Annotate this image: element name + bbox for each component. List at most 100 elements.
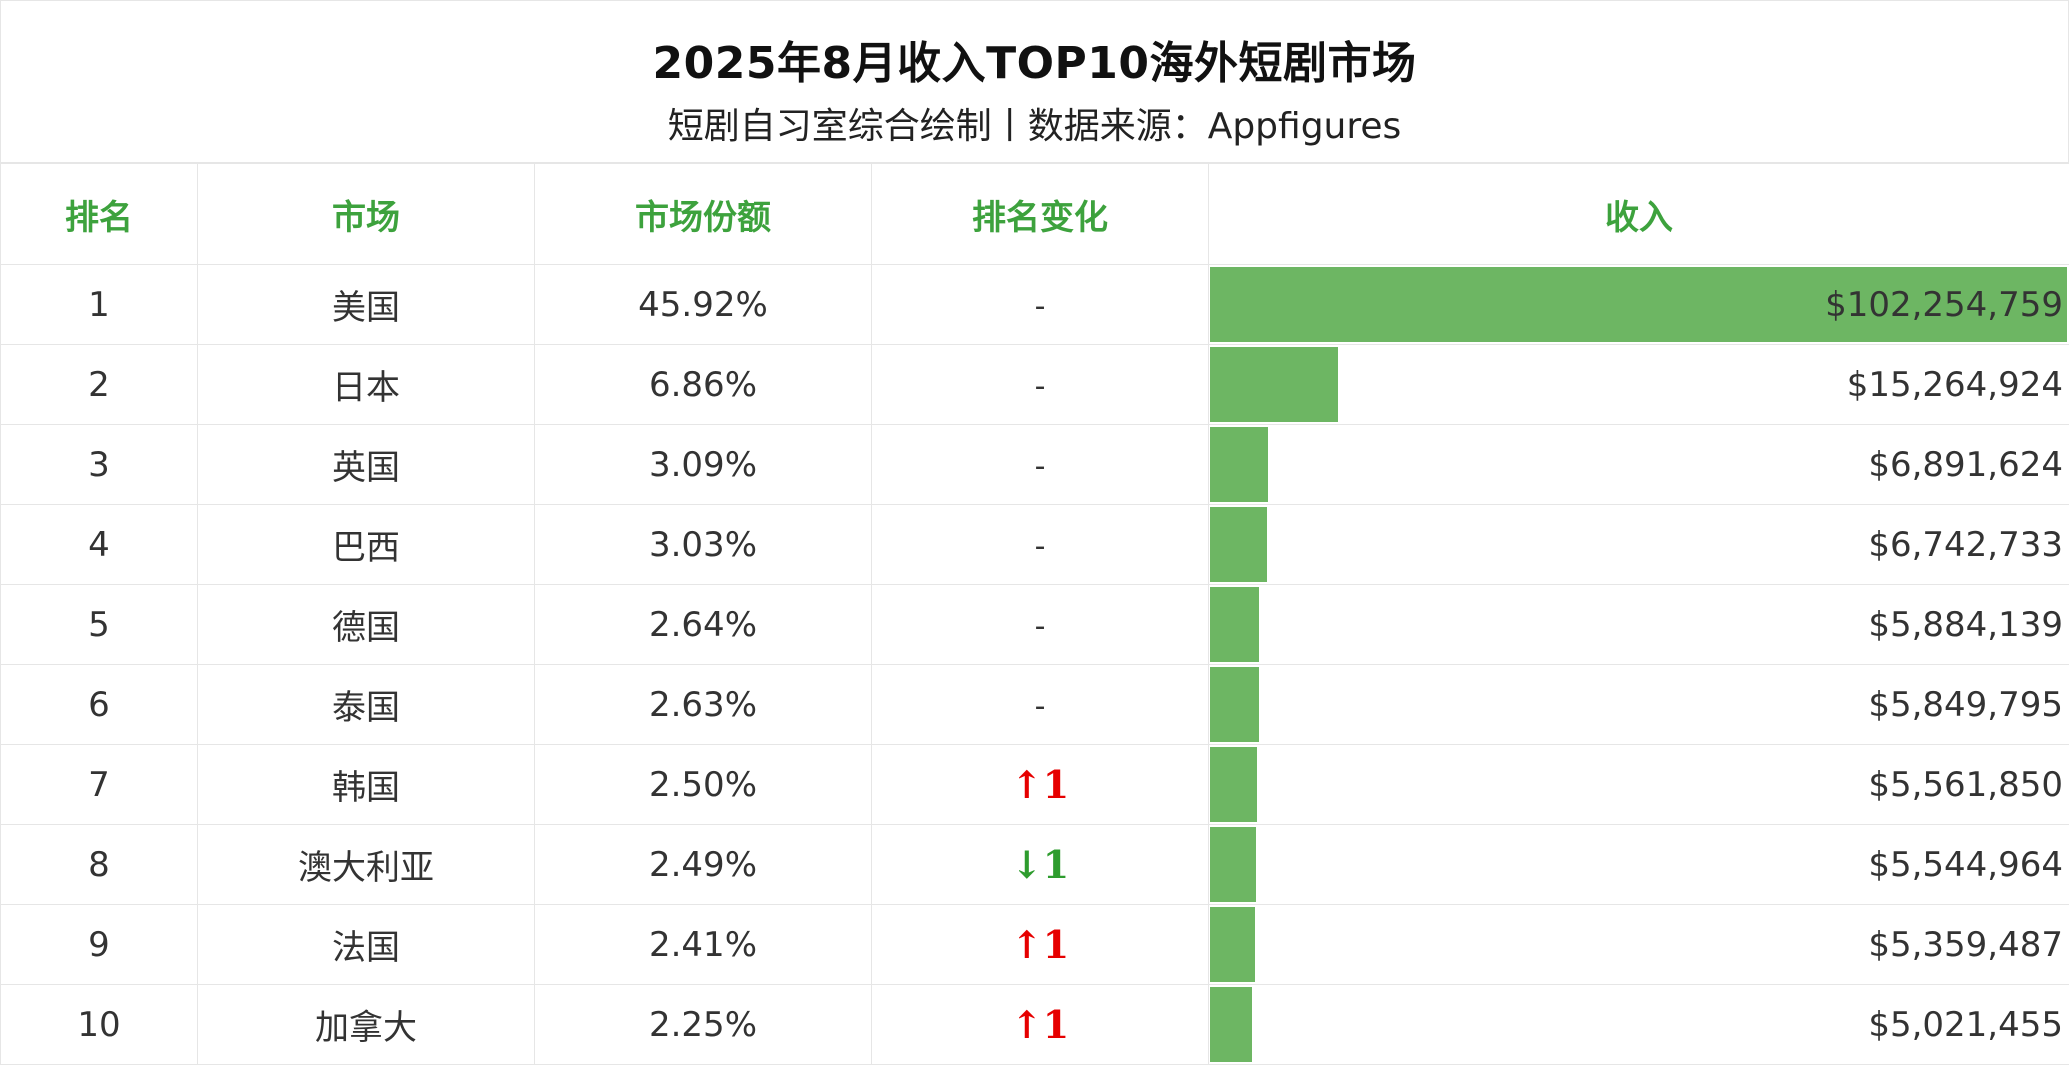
rank-cell: 10 bbox=[0, 984, 198, 1065]
revenue-label: $15,264,924 bbox=[1846, 364, 2063, 405]
revenue-bar bbox=[1210, 347, 1338, 422]
table-row: 10 加拿大 2.25% ↑1 $5,021,455 bbox=[0, 984, 2069, 1065]
chart-title: 2025年8月收入TOP10海外短剧市场 bbox=[652, 38, 1417, 89]
share-cell: 2.64% bbox=[534, 584, 872, 665]
revenue-table: 排名 市场 市场份额 排名变化 收入 1 美国 45.92% - $102,254,75… bbox=[0, 163, 2069, 1065]
market-cell: 巴西 bbox=[197, 504, 535, 585]
share-cell: 2.49% bbox=[534, 824, 872, 905]
table-header-row: 排名 市场 市场份额 排名变化 收入 bbox=[0, 163, 2069, 265]
revenue-cell: $6,742,733 bbox=[1208, 504, 2069, 585]
share-cell: 3.09% bbox=[534, 424, 872, 505]
table-row: 3 英国 3.09% - $6,891,624 bbox=[0, 424, 2069, 505]
table-row: 9 法国 2.41% ↑1 $5,359,487 bbox=[0, 904, 2069, 985]
rank-cell: 5 bbox=[0, 584, 198, 665]
revenue-label: $5,544,964 bbox=[1868, 844, 2063, 885]
revenue-label: $5,359,487 bbox=[1868, 924, 2063, 965]
rank-change-cell: - bbox=[871, 344, 1209, 425]
market-cell: 德国 bbox=[197, 584, 535, 665]
market-cell: 英国 bbox=[197, 424, 535, 505]
revenue-bar bbox=[1210, 507, 1267, 582]
rank-change-cell: ↑1 bbox=[871, 904, 1209, 985]
share-cell: 45.92% bbox=[534, 264, 872, 345]
header-market: 市场 bbox=[197, 163, 535, 265]
revenue-label: $5,884,139 bbox=[1868, 604, 2063, 645]
revenue-label: $5,561,850 bbox=[1868, 764, 2063, 805]
table-row: 7 韩国 2.50% ↑1 $5,561,850 bbox=[0, 744, 2069, 825]
share-cell: 3.03% bbox=[534, 504, 872, 585]
rank-change-down: ↓1 bbox=[1010, 842, 1070, 887]
share-cell: 2.41% bbox=[534, 904, 872, 985]
header-rank: 排名 bbox=[0, 163, 198, 265]
rank-change-cell: - bbox=[871, 424, 1209, 505]
table-row: 8 澳大利亚 2.49% ↓1 $5,544,964 bbox=[0, 824, 2069, 905]
table-row: 5 德国 2.64% - $5,884,139 bbox=[0, 584, 2069, 665]
header-share: 市场份额 bbox=[534, 163, 872, 265]
rank-change-cell: - bbox=[871, 264, 1209, 345]
revenue-bar bbox=[1210, 907, 1255, 982]
rank-cell: 2 bbox=[0, 344, 198, 425]
share-cell: 2.63% bbox=[534, 664, 872, 745]
table-row: 4 巴西 3.03% - $6,742,733 bbox=[0, 504, 2069, 585]
rank-change-same: - bbox=[1034, 688, 1046, 724]
share-cell: 6.86% bbox=[534, 344, 872, 425]
market-cell: 法国 bbox=[197, 904, 535, 985]
revenue-bar bbox=[1210, 267, 2067, 342]
revenue-bar bbox=[1210, 427, 1268, 502]
header-rank-change: 排名变化 bbox=[871, 163, 1209, 265]
rank-change-cell: ↓1 bbox=[871, 824, 1209, 905]
rank-cell: 3 bbox=[0, 424, 198, 505]
revenue-cell: $5,544,964 bbox=[1208, 824, 2069, 905]
revenue-cell: $6,891,624 bbox=[1208, 424, 2069, 505]
revenue-cell: $5,021,455 bbox=[1208, 984, 2069, 1065]
rank-change-cell: - bbox=[871, 504, 1209, 585]
rank-change-same: - bbox=[1034, 288, 1046, 324]
rank-cell: 6 bbox=[0, 664, 198, 745]
rank-change-same: - bbox=[1034, 608, 1046, 644]
revenue-cell: $102,254,759 bbox=[1208, 264, 2069, 345]
revenue-cell: $5,849,795 bbox=[1208, 664, 2069, 745]
revenue-cell: $15,264,924 bbox=[1208, 344, 2069, 425]
revenue-bar bbox=[1210, 667, 1259, 742]
revenue-label: $102,254,759 bbox=[1825, 284, 2063, 325]
share-cell: 2.50% bbox=[534, 744, 872, 825]
revenue-label: $6,742,733 bbox=[1868, 524, 2063, 565]
market-cell: 澳大利亚 bbox=[197, 824, 535, 905]
revenue-label: $6,891,624 bbox=[1868, 444, 2063, 485]
rank-change-cell: ↑1 bbox=[871, 984, 1209, 1065]
rank-cell: 1 bbox=[0, 264, 198, 345]
rank-change-cell: - bbox=[871, 664, 1209, 745]
rank-change-cell: ↑1 bbox=[871, 744, 1209, 825]
rank-cell: 8 bbox=[0, 824, 198, 905]
market-cell: 加拿大 bbox=[197, 984, 535, 1065]
revenue-label: $5,021,455 bbox=[1868, 1004, 2063, 1045]
market-cell: 日本 bbox=[197, 344, 535, 425]
rank-change-up: ↑1 bbox=[1010, 922, 1070, 967]
market-cell: 韩国 bbox=[197, 744, 535, 825]
market-cell: 泰国 bbox=[197, 664, 535, 745]
chart-subtitle: 短剧自习室综合绘制丨数据来源：Appfigures bbox=[667, 106, 1402, 147]
chart-header: 2025年8月收入TOP10海外短剧市场 短剧自习室综合绘制丨数据来源：Appf… bbox=[0, 0, 2069, 163]
revenue-bar bbox=[1210, 987, 1252, 1062]
revenue-cell: $5,561,850 bbox=[1208, 744, 2069, 825]
revenue-label: $5,849,795 bbox=[1868, 684, 2063, 725]
market-cell: 美国 bbox=[197, 264, 535, 345]
table-row: 1 美国 45.92% - $102,254,759 bbox=[0, 264, 2069, 345]
rank-cell: 9 bbox=[0, 904, 198, 985]
revenue-cell: $5,884,139 bbox=[1208, 584, 2069, 665]
revenue-bar bbox=[1210, 747, 1257, 822]
rank-change-cell: - bbox=[871, 584, 1209, 665]
share-cell: 2.25% bbox=[534, 984, 872, 1065]
rank-change-same: - bbox=[1034, 448, 1046, 484]
table-row: 6 泰国 2.63% - $5,849,795 bbox=[0, 664, 2069, 745]
revenue-bar bbox=[1210, 827, 1256, 902]
revenue-bar bbox=[1210, 587, 1259, 662]
table-body: 1 美国 45.92% - $102,254,759 2 日本 6.86% - $15,264,9… bbox=[0, 264, 2069, 1065]
rank-change-up: ↑1 bbox=[1010, 1002, 1070, 1047]
table-row: 2 日本 6.86% - $15,264,924 bbox=[0, 344, 2069, 425]
rank-cell: 4 bbox=[0, 504, 198, 585]
header-revenue: 收入 bbox=[1208, 163, 2069, 265]
rank-change-same: - bbox=[1034, 528, 1046, 564]
revenue-cell: $5,359,487 bbox=[1208, 904, 2069, 985]
rank-cell: 7 bbox=[0, 744, 198, 825]
rank-change-same: - bbox=[1034, 368, 1046, 404]
